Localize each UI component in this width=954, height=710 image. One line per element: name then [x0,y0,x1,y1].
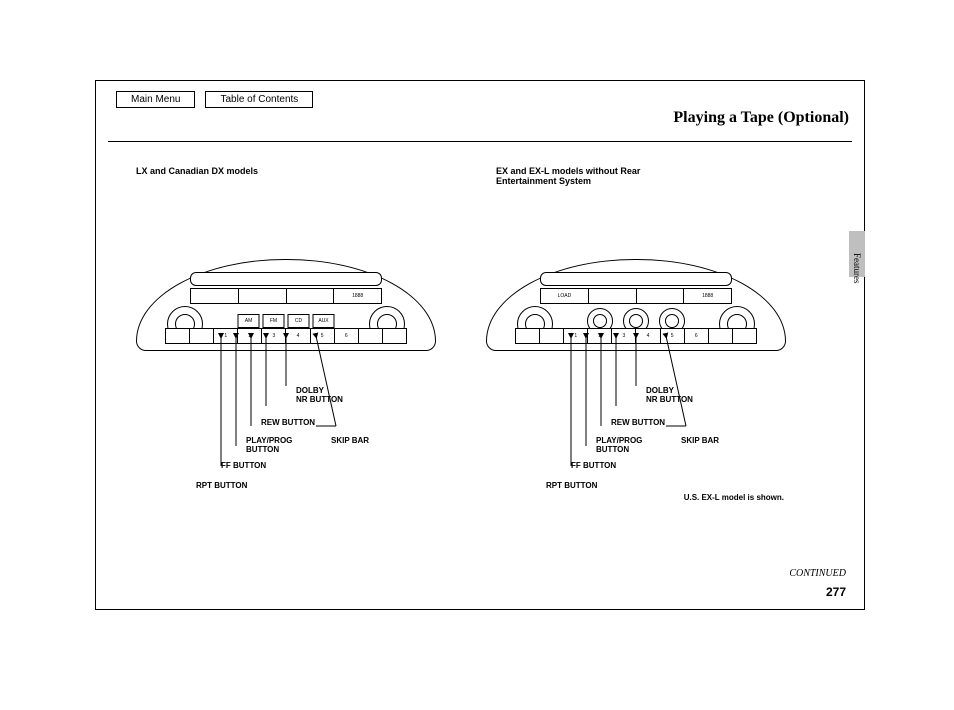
display-seg [637,289,685,303]
heading-left-models: LX and Canadian DX models [136,166,258,176]
fm-button[interactable]: FM [263,314,285,328]
nav-row: Main Menu Table of Contents [116,91,313,108]
heading-right-models: EX and EX-L models without Rear Entertai… [496,166,696,186]
aux-button[interactable]: AUX [313,314,335,328]
console-lx-dx: 1888 AM FM CD AUX 123456 [136,221,436,351]
display-seg [287,289,335,303]
tape-slot [190,272,382,286]
callout-lines [136,336,436,456]
section-side-label: Features [852,253,862,284]
display-seg [589,289,637,303]
us-exl-footnote: U.S. EX-L model is shown. [684,493,784,502]
toc-button[interactable]: Table of Contents [205,91,313,108]
display-seg [191,289,239,303]
display-clock: 1888 [684,289,731,303]
source-buttons: AM FM CD AUX [238,314,335,328]
manual-page: Main Menu Table of Contents Playing a Ta… [95,80,865,610]
am-button[interactable]: AM [238,314,260,328]
callouts-left: RPT BUTTONFF BUTTONPLAY/PROG BUTTONREW B… [136,336,436,506]
callout-label: FF BUTTON [571,461,616,470]
console-ex-exl: LOAD 1888 123456 [486,221,786,351]
cd-button[interactable]: CD [288,314,310,328]
callout-label: RPT BUTTON [546,481,597,490]
display-strip: 1888 [190,288,382,304]
continued-label: CONTINUED [789,568,846,579]
title-rule [108,141,852,142]
display-clock: 1888 [334,289,381,303]
main-menu-button[interactable]: Main Menu [116,91,195,108]
display-seg [239,289,287,303]
callout-lines [486,336,786,456]
page-title: Playing a Tape (Optional) [673,109,849,127]
display-strip: LOAD 1888 [540,288,732,304]
page-number: 277 [826,585,846,599]
display-load: LOAD [541,289,589,303]
callouts-right: RPT BUTTONFF BUTTONPLAY/PROG BUTTONREW B… [486,336,786,506]
callout-label: FF BUTTON [221,461,266,470]
callout-label: RPT BUTTON [196,481,247,490]
tape-slot [540,272,732,286]
